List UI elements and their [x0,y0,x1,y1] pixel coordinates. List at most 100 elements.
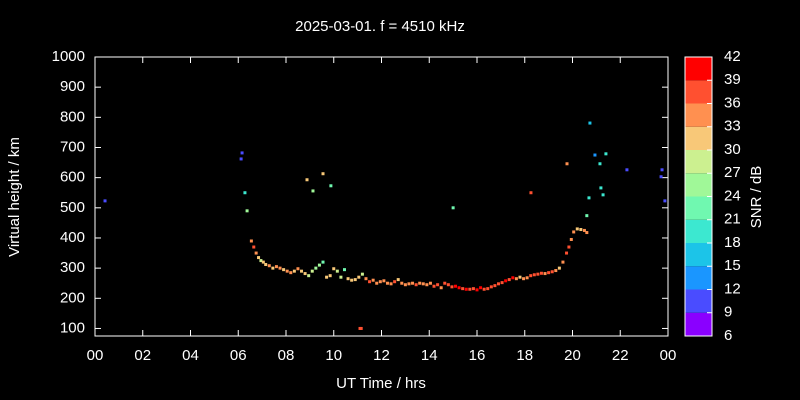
colorbar-tick-label: 24 [724,187,741,204]
point [411,281,415,285]
colorbar-tick-label: 30 [724,141,741,158]
y-tick-label: 200 [60,289,85,306]
point [579,228,583,232]
point [436,283,440,287]
x-axis-label: UT Time / hrs [336,375,426,392]
point [479,286,483,290]
point [103,199,107,203]
point [514,277,518,281]
point [451,206,455,210]
point [572,230,576,234]
point [461,287,465,291]
x-tick-label: 12 [373,347,390,364]
colorbar-band [685,243,712,267]
point [425,283,429,287]
y-tick-label: 800 [60,108,85,125]
point [598,162,602,166]
point [464,287,468,291]
point [414,283,418,287]
point [314,266,318,270]
y-tick-label: 700 [60,138,85,155]
point [663,199,667,203]
point [289,271,293,275]
x-tick-label: 20 [564,347,581,364]
point [565,251,569,255]
point [550,270,554,274]
point [378,280,382,284]
point [457,286,461,290]
x-tick-label: 16 [469,347,486,364]
colorbar-tick-label: 27 [724,164,741,181]
point [282,268,286,272]
x-tick-label: 00 [87,347,104,364]
x-tick-label: 18 [516,347,533,364]
x-tick-label: 06 [230,347,247,364]
point [486,287,490,291]
point [428,281,432,285]
point [565,162,569,166]
point [243,191,247,195]
point [339,275,343,279]
point [547,271,551,275]
point [396,278,400,282]
point [450,285,454,289]
point [382,279,386,283]
point [421,282,425,286]
point [310,269,314,273]
point [371,278,375,282]
colorbar-tick-label: 15 [724,257,741,274]
point [385,281,389,285]
point [359,326,363,330]
point [393,280,397,284]
point [587,196,591,200]
point [375,281,379,285]
colorbar-band [685,196,712,220]
point [321,260,325,264]
point [418,281,422,285]
point [504,279,508,283]
point [389,282,393,286]
point [329,184,333,188]
point [468,287,472,291]
x-tick-label: 10 [325,347,342,364]
point [300,269,304,273]
point [292,269,296,273]
point [561,260,565,264]
point [446,283,450,287]
y-tick-label: 1000 [52,48,85,65]
point [518,275,522,279]
point [585,231,589,235]
y-tick-label: 400 [60,229,85,246]
point [278,266,282,270]
colorbar-band [685,266,712,290]
point [261,260,265,264]
point [239,157,243,161]
y-tick-label: 100 [60,319,85,336]
colorbar-tick-label: 39 [724,71,741,88]
point [317,263,321,267]
point [567,245,571,249]
point [271,266,275,270]
point [407,282,411,286]
point [321,172,325,176]
point [342,268,346,272]
colorbar-tick-label: 21 [724,211,741,228]
point [532,273,536,277]
point [601,193,605,197]
point [259,259,263,263]
point [439,286,443,290]
point [522,277,526,281]
point [585,214,589,218]
y-tick-label: 900 [60,78,85,95]
point [539,271,543,275]
point [475,288,479,292]
point [496,282,500,286]
point [529,274,533,278]
point [588,121,592,125]
point [311,189,315,193]
chart-title: 2025-03-01. f = 4510 kHz [295,18,465,35]
point [525,276,529,280]
point [335,269,339,273]
colorbar-band [685,80,712,104]
